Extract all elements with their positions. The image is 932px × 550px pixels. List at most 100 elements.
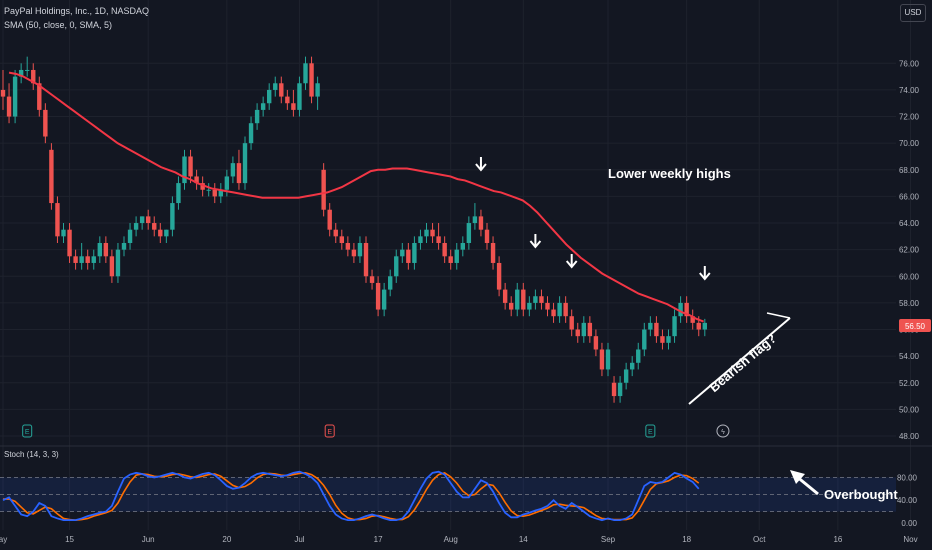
candle-body [139,216,145,224]
stoch-overbought-band [0,476,896,513]
candle-body [182,156,187,184]
candle-body [109,256,115,277]
candle-body [690,316,695,323]
candle-body [291,103,296,110]
candle-body [285,96,290,104]
time-tick-label: 15 [65,535,74,544]
candle-body [569,316,574,330]
candle-body [206,189,211,191]
candle-body [394,256,399,277]
candle-body [327,209,332,230]
candle-body [575,329,580,337]
candle-body [672,316,677,337]
candle-body [18,69,24,77]
overbought-arrow-head [790,470,805,484]
candle-body [333,229,338,237]
price-tick-label: 50.00 [899,405,920,414]
annotation-arrows [475,157,711,281]
candle-body [236,163,242,184]
currency-button[interactable]: USD [900,4,926,22]
candle-body [527,302,532,310]
candle-body [599,349,605,370]
candle-body [67,229,72,257]
candle-body [115,249,121,277]
overbought-arrow [790,470,819,496]
candle-body [630,362,635,370]
candle-body [490,243,496,263]
candle-body [254,109,260,124]
stoch-tick-label: 40.00 [897,496,918,505]
candle-body [502,289,508,303]
candle-body [424,229,429,237]
sma-line [8,71,704,323]
candle-body [297,83,302,110]
price-tick-label: 74.00 [899,86,920,95]
candle-body [557,302,562,317]
candle-body [448,256,453,263]
candle-body [430,229,435,237]
candle-body [260,103,266,110]
down-arrow-head [699,272,711,281]
candle-body [472,216,478,224]
earnings-marker-box [22,424,33,438]
candle-body [642,329,647,350]
candle-body [127,229,133,243]
last-price-tag: 56.50 [899,319,931,332]
candle-body [97,243,102,257]
candle-body [73,256,78,263]
bearish-flag-trendline [688,312,791,405]
candle-body [660,336,665,343]
candle-body [400,249,405,257]
candle-body [466,223,472,243]
candle-body [375,282,381,310]
candle-body [515,289,520,310]
candle-body [581,322,586,337]
candle-body [357,243,363,257]
candle-body [43,109,48,137]
overbought-annotation: Overbought [824,487,898,502]
candle-body [678,302,683,317]
last-price-tag-box [899,319,931,332]
candle-body [521,289,526,310]
sma-indicator-label[interactable]: SMA (50, close, 0, SMA, 5) [4,20,113,30]
candle-body [170,203,175,230]
candle-body [146,216,151,224]
candle-body [351,249,357,257]
time-tick-label: Sep [601,535,616,544]
stoch-indicator-label[interactable]: Stoch (14, 3, 3) [4,450,59,459]
candle-body [200,183,205,190]
price-tick-label: 52.00 [899,379,920,388]
candle-body [406,249,411,263]
candle-body [654,322,659,337]
time-tick-label: ay [0,535,7,544]
candle-body [509,302,514,310]
price-tick-label: 60.00 [899,272,920,281]
candle-body [158,229,163,237]
candle-body [176,183,181,204]
price-tick-label: 54.00 [899,352,920,361]
candle-body [702,322,707,330]
last-price-tag-text: 56.50 [905,322,926,331]
dividend-marker-circle [716,424,730,438]
time-axis: ay15Jun20Jul17Aug14Sep18Oct16Nov13Dec18 [0,535,918,544]
candle-body [478,216,484,230]
time-tick-label: 18 [682,535,691,544]
price-tick-label: 68.00 [899,166,920,175]
candle-body [303,63,308,84]
candle-body [696,322,701,330]
price-tick-label: 58.00 [899,299,920,308]
lower-highs-annotation: Lower weekly highs [608,166,731,181]
down-arrow-head [475,163,487,172]
candle-body [539,296,544,303]
time-tick-label: Oct [753,535,766,544]
candle-body [436,236,441,243]
candle-body [267,89,272,104]
candles [0,56,707,403]
candle-body [91,256,96,263]
candle-body [37,83,42,110]
candle-body [442,243,447,257]
candle-body [309,63,314,97]
time-tick-label: Jun [142,535,155,544]
candle-body [533,296,538,303]
